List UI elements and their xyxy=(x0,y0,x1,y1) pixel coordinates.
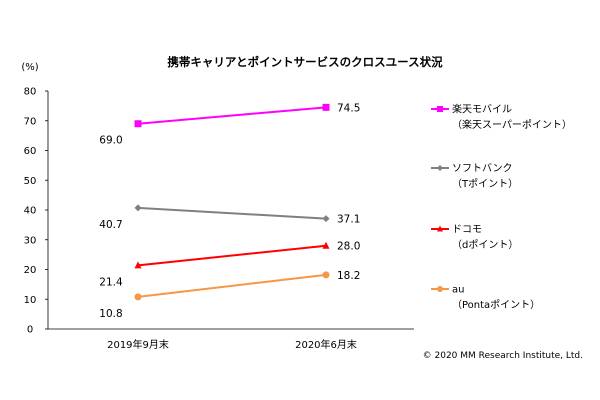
data-label: 69.0 xyxy=(99,135,122,147)
data-point-triangle xyxy=(322,241,330,249)
series-group: 69.0 74.5 40.7 37.1 21.4 28.0 10.8 18.2 xyxy=(99,102,360,320)
chart-title: 携帯キャリアとポイントサービスのクロスユース状況 xyxy=(167,55,443,69)
data-point-circle xyxy=(322,271,330,279)
legend-item-1: ソフトバンク （Tポイント） xyxy=(431,163,518,190)
legend-sublabel: （Tポイント） xyxy=(452,178,518,190)
data-point-triangle xyxy=(134,261,142,269)
data-label: 28.0 xyxy=(337,241,360,253)
series-3: 10.8 18.2 xyxy=(99,270,360,320)
data-point-square xyxy=(322,103,330,111)
y-tick-label: 80 xyxy=(24,87,37,98)
legend-label: 楽天モバイル xyxy=(452,103,512,116)
axes xyxy=(45,90,414,330)
data-point-circle xyxy=(134,293,142,301)
x-category-label: 2019年9月末 xyxy=(107,338,169,351)
data-label: 37.1 xyxy=(337,214,360,226)
data-point-square xyxy=(134,120,142,128)
data-label: 10.8 xyxy=(99,308,122,320)
legend-sublabel: （Pontaポイント） xyxy=(452,299,540,311)
y-tick-label: 20 xyxy=(24,265,37,276)
legend-label: au xyxy=(452,285,464,296)
series-0: 69.0 74.5 xyxy=(99,102,360,146)
y-tick-label: 0 xyxy=(27,325,33,336)
series-line xyxy=(137,106,327,125)
data-point-diamond xyxy=(322,215,330,223)
series-1: 40.7 37.1 xyxy=(99,204,360,231)
x-category-label: 2020年6月末 xyxy=(295,338,357,351)
legend: 楽天モバイル （楽天スーパーポイント） ソフトバンク （Tポイント） ドコモ （dポイント… xyxy=(431,103,572,311)
data-point-circle xyxy=(437,286,443,292)
legend-label: ドコモ xyxy=(452,225,482,236)
legend-sublabel: （dポイント） xyxy=(452,239,518,251)
legend-sublabel: （楽天スーパーポイント） xyxy=(452,118,572,131)
legend-label: ソフトバンク xyxy=(452,163,513,175)
series-line xyxy=(137,206,327,220)
data-point-diamond xyxy=(134,204,142,212)
data-label: 40.7 xyxy=(99,219,122,231)
data-point-diamond xyxy=(437,165,443,171)
series-line xyxy=(137,244,327,267)
data-label: 74.5 xyxy=(337,102,360,114)
x-category-labels: 2019年9月末 2020年6月末 xyxy=(107,338,357,351)
y-tick-label: 10 xyxy=(24,295,37,306)
data-point-square xyxy=(437,106,443,112)
y-tick-label: 70 xyxy=(24,116,37,127)
y-tick-label: 30 xyxy=(24,235,37,246)
y-tick-label: 60 xyxy=(24,146,37,157)
series-2: 21.4 28.0 xyxy=(99,241,360,289)
y-axis-unit: (%) xyxy=(21,62,38,73)
y-tick-label: 50 xyxy=(24,176,37,187)
data-label: 18.2 xyxy=(337,270,360,282)
legend-item-2: ドコモ （dポイント） xyxy=(431,225,518,251)
copyright-text: © 2020 MM Research Institute, Ltd. xyxy=(423,351,583,361)
legend-item-0: 楽天モバイル （楽天スーパーポイント） xyxy=(431,103,572,131)
legend-item-3: au （Pontaポイント） xyxy=(431,285,540,311)
y-tick-label: 40 xyxy=(24,206,37,217)
data-point-triangle xyxy=(437,225,443,232)
series-line xyxy=(137,273,327,298)
y-tick-labels: 0 10 20 30 40 50 60 70 80 xyxy=(24,87,37,336)
data-label: 21.4 xyxy=(99,276,123,288)
